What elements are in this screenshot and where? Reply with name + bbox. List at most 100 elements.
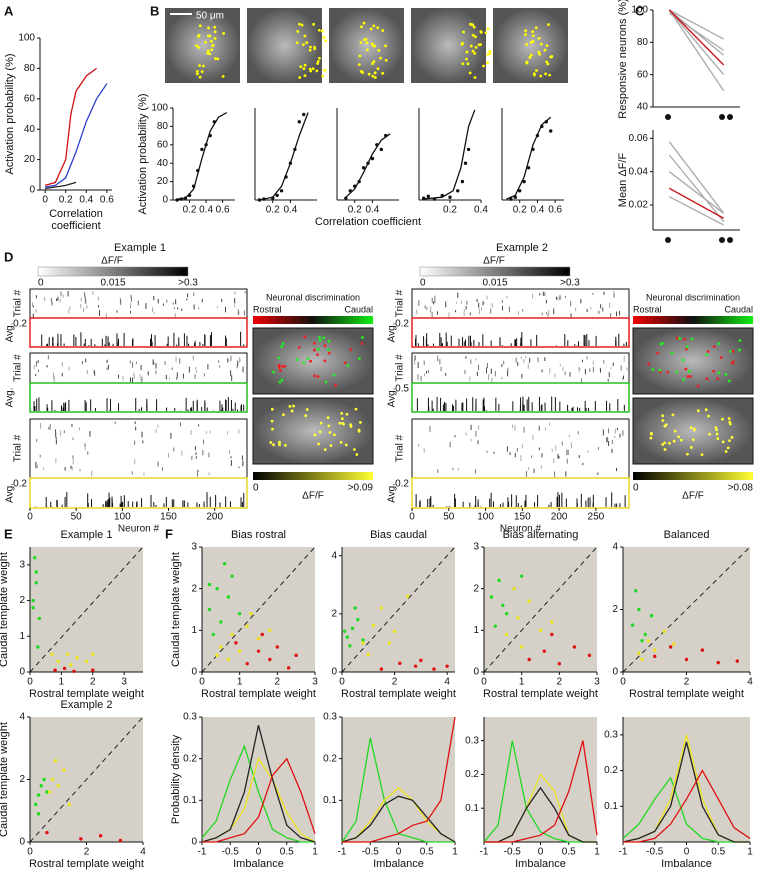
heat-stripe xyxy=(558,455,560,459)
data-point xyxy=(234,641,238,645)
x-axis-label: Neuron # xyxy=(118,524,160,535)
avg-bar xyxy=(625,341,627,346)
data-line xyxy=(483,740,597,843)
y-tick-label: 2 xyxy=(473,583,479,594)
avg-bar xyxy=(446,506,448,507)
avg-bar xyxy=(561,492,563,507)
heat-stripe xyxy=(506,446,508,452)
x-tick-label: 1 xyxy=(59,677,65,688)
avg-bar xyxy=(572,406,574,411)
avg-bar xyxy=(202,344,204,346)
heat-stripe xyxy=(198,424,200,427)
x-tick-label: 1 xyxy=(237,677,243,688)
heat-stripe xyxy=(230,355,232,362)
heat-stripe xyxy=(600,304,602,309)
chart-title: Bias caudal xyxy=(370,529,427,541)
heat-stripe xyxy=(523,359,525,364)
identity-line xyxy=(201,546,316,673)
data-point xyxy=(237,649,242,653)
cell-marker xyxy=(211,43,215,47)
avg-bar xyxy=(84,400,86,411)
heat-stripe xyxy=(49,424,51,430)
heat-stripe xyxy=(237,360,239,367)
data-point xyxy=(62,666,67,671)
data-point xyxy=(230,574,234,578)
heat-stripe xyxy=(506,296,508,299)
discrimination-bar xyxy=(633,316,753,324)
cell-marker xyxy=(323,359,327,363)
heat-stripe xyxy=(544,427,546,431)
heat-stripe xyxy=(544,357,546,361)
cell-marker xyxy=(656,351,660,355)
colorbar-tick: >0.3 xyxy=(560,278,580,289)
heat-stripe xyxy=(36,439,38,442)
heat-stripe xyxy=(80,304,82,309)
heat-stripe xyxy=(551,448,553,453)
avg-bar xyxy=(178,337,180,346)
y-tick-label: 4 xyxy=(331,550,337,561)
heat-stripe xyxy=(557,453,559,459)
y-tick-label: 80 xyxy=(24,63,36,74)
heat-stripe xyxy=(181,450,183,456)
avg-bar xyxy=(551,396,553,411)
avg-bar xyxy=(192,400,194,411)
avg-bar xyxy=(225,408,227,411)
cell-marker xyxy=(538,52,542,56)
data-point xyxy=(527,599,531,603)
heat-stripe xyxy=(188,366,190,373)
cell-marker xyxy=(532,72,536,76)
heat-stripe xyxy=(460,300,462,305)
heat-stripe xyxy=(169,377,171,380)
avg-bar xyxy=(63,343,65,346)
x-tick-label: -1 xyxy=(338,847,347,858)
heat-stripe xyxy=(437,355,439,362)
cell-marker xyxy=(278,440,281,444)
cell-marker xyxy=(298,76,302,79)
x-axis-label: Imbalance xyxy=(233,858,284,870)
data-point xyxy=(445,664,449,668)
x-tick-label: -1 xyxy=(480,847,489,858)
cell-marker xyxy=(461,62,465,66)
x-tick-label: 2 xyxy=(275,677,281,688)
colorbar-tick: 0.015 xyxy=(100,278,125,289)
cell-marker xyxy=(296,30,300,33)
avg-bar xyxy=(426,333,428,346)
cell-marker xyxy=(305,41,309,45)
avg-bar xyxy=(117,338,119,346)
avg-bar xyxy=(517,503,519,507)
avg-bar xyxy=(577,341,579,346)
data-point xyxy=(67,802,72,807)
avg-bar xyxy=(65,402,67,411)
cell-marker xyxy=(465,50,469,54)
heat-stripe xyxy=(221,298,223,302)
avg-bar xyxy=(609,403,611,411)
avg-bar xyxy=(60,405,62,411)
avg-bar xyxy=(153,502,155,507)
data-point xyxy=(268,657,272,662)
cell-marker xyxy=(472,25,476,29)
avg-bar xyxy=(210,332,212,346)
avg-bar xyxy=(225,399,227,411)
avg-bar xyxy=(618,333,620,346)
heat-stripe xyxy=(589,368,591,372)
avg-bar xyxy=(463,341,465,346)
avg-bar xyxy=(194,340,196,346)
trial-heatmap xyxy=(411,288,630,319)
cell-marker xyxy=(664,423,668,427)
y-tick-label: 0.3 xyxy=(183,712,197,723)
cell-marker xyxy=(738,339,742,342)
dff-tick: >0.09 xyxy=(348,483,374,494)
colorbar-tick: 0 xyxy=(38,278,44,289)
x-tick-label: 0 xyxy=(256,847,262,858)
y-tick-label: 0.3 xyxy=(465,735,479,746)
cell-marker xyxy=(373,71,377,75)
avg-bar xyxy=(64,496,66,507)
heat-stripe xyxy=(487,363,489,369)
avg-bar xyxy=(198,503,200,507)
cell-marker xyxy=(379,56,382,60)
cell-marker xyxy=(299,65,303,69)
data-point xyxy=(222,561,227,566)
avg-bar xyxy=(534,502,536,507)
heat-stripe xyxy=(466,300,468,305)
heat-stripe xyxy=(83,307,85,313)
